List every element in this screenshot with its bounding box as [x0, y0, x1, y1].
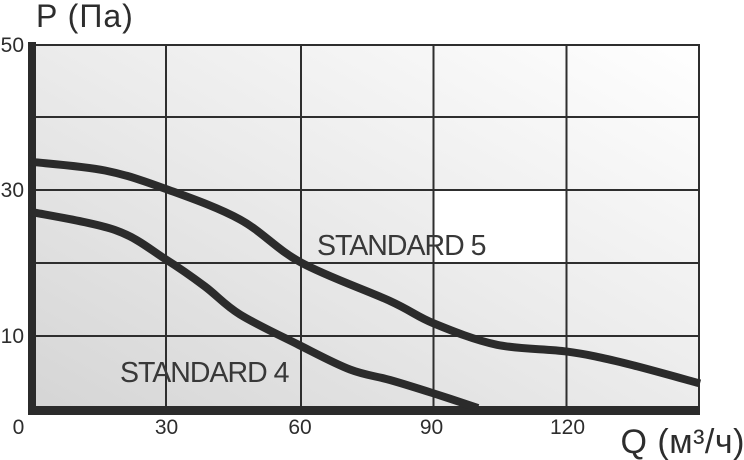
- svg-text:10: 10: [1, 325, 24, 348]
- svg-text:0: 0: [13, 416, 25, 439]
- svg-text:60: 60: [288, 416, 311, 439]
- svg-text:STANDARD 4: STANDARD 4: [120, 357, 290, 389]
- svg-text:P (Па): P (Па): [36, 0, 134, 34]
- svg-text:30: 30: [155, 416, 178, 439]
- svg-text:Q (м³/ч): Q (м³/ч): [621, 423, 744, 460]
- svg-text:STANDARD 5: STANDARD 5: [317, 230, 486, 262]
- svg-text:30: 30: [1, 179, 24, 202]
- svg-text:50: 50: [1, 34, 24, 57]
- svg-text:120: 120: [550, 416, 585, 439]
- svg-text:90: 90: [420, 416, 443, 439]
